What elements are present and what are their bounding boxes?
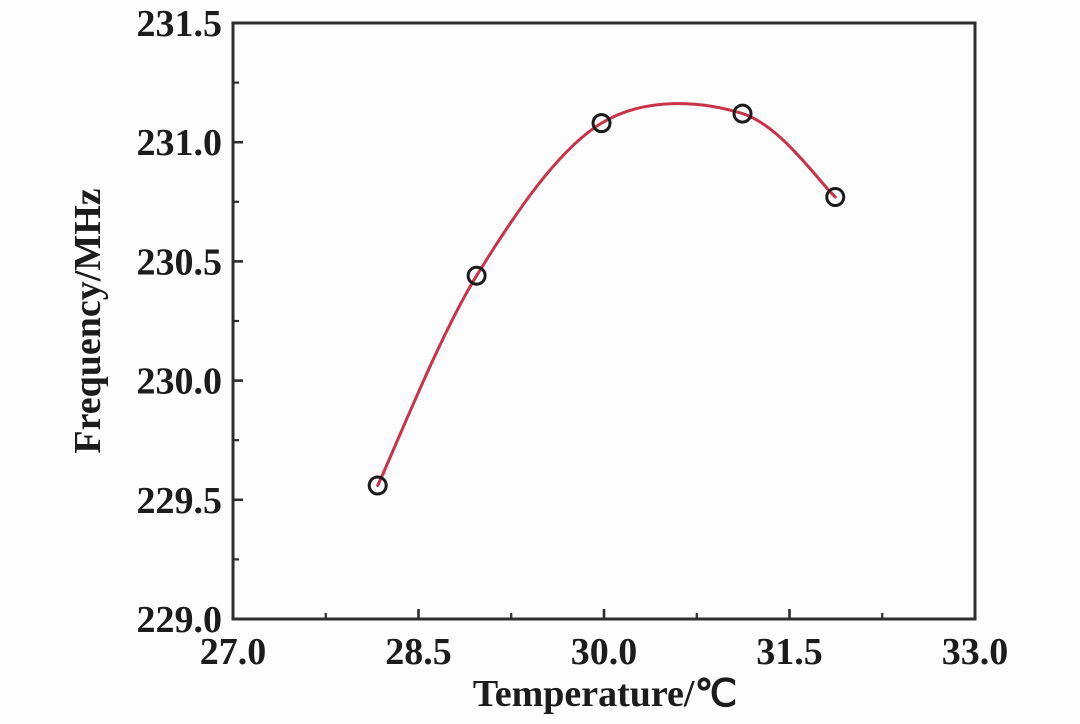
data-point-marker (367, 475, 388, 496)
data-point-marker (825, 187, 846, 208)
y-axis-title: Frequency/MHz (67, 188, 109, 453)
data-point-marker (591, 113, 612, 134)
y-tick-label: 229.5 (137, 480, 223, 522)
x-tick-label: 30.0 (571, 631, 638, 673)
y-tick-label: 231.5 (137, 3, 223, 45)
x-tick-label: 31.5 (756, 631, 823, 673)
x-tick-label: 27.0 (200, 631, 267, 673)
x-axis-title: Temperature/℃ (473, 673, 737, 715)
data-point-marker (466, 265, 487, 286)
x-tick-label: 33.0 (942, 631, 1009, 673)
data-point-marker (732, 103, 753, 124)
axis-border (231, 21, 977, 621)
y-tick-label: 230.5 (137, 241, 223, 283)
y-tick-label: 230.0 (137, 361, 223, 403)
y-tick-label: 229.0 (137, 599, 223, 641)
x-tick-label: 28.5 (385, 631, 452, 673)
y-tick-label: 231.0 (137, 122, 223, 164)
fitted-curve (376, 102, 837, 487)
